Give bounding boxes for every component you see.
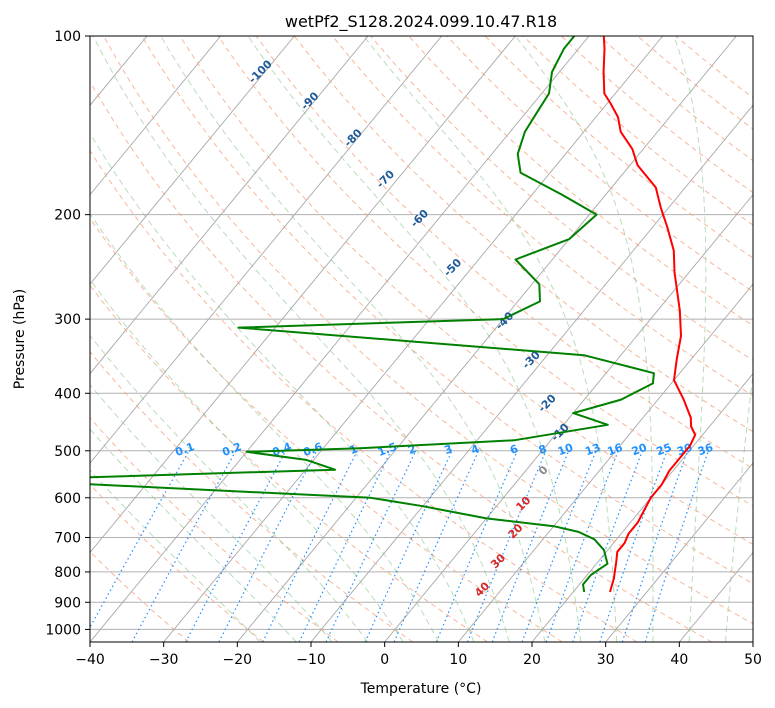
dry-adiabat-line	[408, 36, 753, 327]
y-tick-label: 400	[54, 386, 81, 402]
temperature-profile-line	[602, 36, 697, 593]
moist-adiabat-line	[92, 36, 510, 642]
dry-adiabat-line	[90, 217, 563, 642]
mixing-ratio-label: 1	[348, 442, 360, 457]
moist-adiabat-line	[90, 278, 404, 642]
moist-adiabat-line	[90, 428, 297, 642]
x-tick-label: −20	[223, 652, 253, 668]
isotherm-line	[90, 36, 443, 464]
mixing-ratio-line	[545, 450, 619, 642]
moist-adiabat-line	[90, 212, 439, 642]
mixing-ratio-line	[644, 450, 709, 642]
mixing-ratio-label: 8	[537, 442, 549, 457]
mixing-ratio-line	[621, 450, 689, 642]
y-tick-label: 1000	[45, 622, 81, 638]
moist-adiabat-line	[90, 469, 261, 642]
y-tick-label: 600	[54, 491, 81, 507]
isotherm-line	[90, 36, 590, 642]
moist-adiabat-line	[247, 36, 582, 642]
y-axis-label: Pressure (hPa)	[12, 289, 28, 389]
y-tick-label: 900	[54, 595, 81, 611]
isotherm-line	[163, 36, 664, 642]
x-tick-label: −40	[75, 652, 105, 668]
moist-adiabat-line	[725, 371, 753, 642]
isotherm-line	[90, 36, 516, 554]
dry-adiabat-line	[90, 350, 414, 642]
isotherm-line	[236, 36, 737, 642]
dewpoint-profile-line	[90, 36, 655, 593]
mixing-ratio-label: 6	[508, 442, 520, 457]
moist-adiabat-line	[160, 36, 546, 642]
y-tick-label: 100	[54, 29, 81, 45]
mixing-ratio-label: 10	[556, 441, 575, 459]
moist-adiabat-line	[673, 36, 707, 642]
x-tick-label: 50	[744, 652, 762, 668]
x-tick-label: 20	[523, 652, 541, 668]
moist-adiabat-line	[90, 132, 475, 642]
isotherm-line	[457, 283, 753, 642]
isotherm-line	[90, 36, 222, 196]
dry-adiabat-line	[90, 149, 638, 642]
mixing-ratio-label: 1.5	[376, 440, 399, 459]
x-tick-label: −30	[149, 652, 179, 668]
mixing-ratio-line	[364, 450, 453, 642]
x-tick-label: 40	[670, 652, 688, 668]
dry-adiabat-line	[90, 284, 488, 642]
mixing-ratio-label: 36	[696, 441, 715, 459]
grid-layer: 0.1 0.2 0.4 0.6 1 1.5 2 3 4 6 8 10 13 16 20 25 30 36-100-…	[90, 36, 753, 642]
plot-frame	[89, 35, 754, 643]
moist-adiabat-line	[90, 383, 333, 642]
mixing-ratio-label: 0.4	[271, 440, 294, 459]
mixing-ratio-label: 2	[406, 442, 418, 457]
mixing-ratio-line	[521, 450, 597, 642]
mixing-ratio-label: 4	[469, 442, 481, 457]
tick-layer: −40 −30 −20 −10 0 10 20 30 40 5010020030040050060…	[45, 29, 762, 668]
chart-title: wetPf2_S128.2024.099.10.47.R18	[285, 12, 557, 32]
moist-adiabat-line	[363, 36, 618, 642]
x-tick-label: 10	[449, 652, 467, 668]
y-tick-label: 800	[54, 565, 81, 581]
mixing-ratio-label: 13	[583, 441, 602, 458]
isotherm-line	[90, 36, 369, 375]
dry-adiabat-line	[103, 36, 753, 625]
mixing-ratio-line	[298, 450, 392, 642]
mixing-ratio-label: 16	[606, 441, 625, 459]
moist-adiabat-line	[514, 36, 654, 642]
dry-adiabat-line	[90, 550, 190, 642]
y-tick-label: 500	[54, 444, 81, 460]
y-tick-label: 200	[54, 208, 81, 224]
isotherm-line	[605, 462, 753, 642]
dry-adiabat-line	[217, 36, 753, 507]
mixing-ratio-label: 20	[630, 441, 649, 459]
mixing-ratio-line	[185, 450, 287, 642]
dry-adiabat-line	[179, 36, 753, 545]
isotherm-line	[90, 36, 295, 285]
isotherm-line	[531, 372, 753, 642]
x-axis-label: Temperature (°C)	[360, 681, 482, 697]
series-layer	[90, 36, 697, 593]
x-tick-label: −10	[296, 652, 326, 668]
x-tick-label: 0	[380, 652, 389, 668]
mixing-ratio-line	[325, 450, 417, 642]
dry-adiabat-line	[90, 483, 264, 642]
dry-adiabat-line	[370, 36, 753, 361]
mixing-ratio-label: 3	[443, 442, 455, 457]
mixing-ratio-label: 25	[655, 441, 674, 458]
x-tick-label: 30	[597, 652, 615, 668]
y-tick-label: 700	[54, 531, 81, 547]
dry-adiabat-line	[141, 36, 753, 585]
mixing-ratio-label: 0.1	[174, 440, 197, 459]
moist-adiabat-line	[90, 334, 369, 642]
isotherm-line	[384, 194, 753, 642]
mixing-ratio-label: 0.2	[220, 440, 243, 459]
dry-adiabat-line	[90, 80, 712, 642]
y-tick-label: 300	[54, 312, 81, 328]
